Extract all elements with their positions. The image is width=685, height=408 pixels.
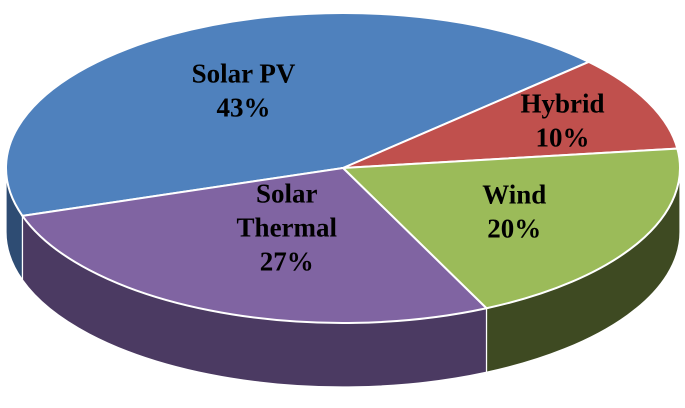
pie-slice-hybrid [342,60,679,169]
slice-name-line: Hybrid [520,89,604,119]
pie-slice-wind [340,147,681,310]
slice-name-line: Thermal [237,213,338,243]
pie-label-hybrid: Hybrid 10% [520,89,604,153]
slice-percent: 10% [536,123,590,153]
pie-label-solar-pv: Solar PV 43% [192,59,296,123]
slice-percent: 20% [487,213,541,243]
slice-percent: 27% [260,247,314,277]
slice-percent: 43% [217,93,271,123]
pie-slices [5,12,681,324]
pie-slice-solar-pv [5,12,592,217]
pie-label-solar-thermal: Solar Thermal 27% [237,179,338,277]
pie-label-wind: Wind 20% [482,179,546,243]
pie-labels: Solar PV 43% Hybrid 10% Wind 20% Solar Thermal 2… [192,59,605,277]
slice-name-line: Wind [482,179,546,209]
slice-name-line: Solar PV [192,59,296,89]
slice-name-line: Solar [256,179,318,209]
pie-slice-solar-thermal [20,166,489,324]
